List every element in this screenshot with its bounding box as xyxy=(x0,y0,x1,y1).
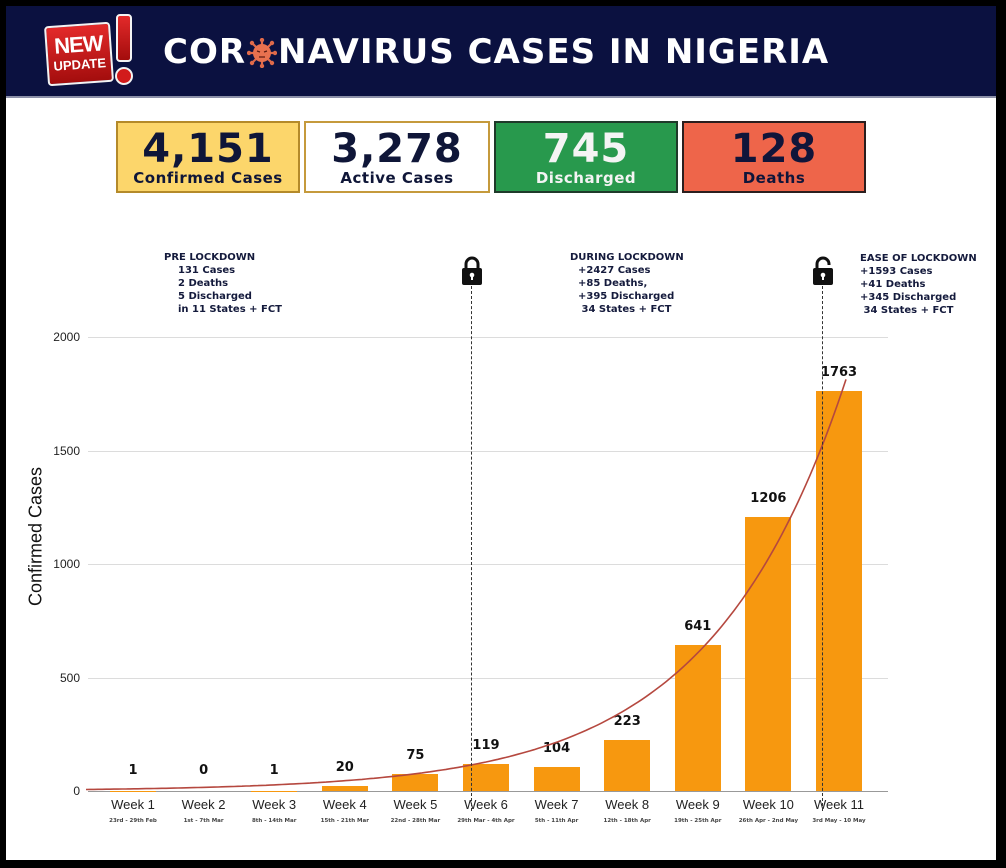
bar xyxy=(674,645,721,791)
bar xyxy=(321,786,368,791)
note-line: +1593 Cases xyxy=(860,266,933,277)
pre-lockdown-note: PRE LOCKDOWN 131 Cases 2 Deaths 5 Discha… xyxy=(164,251,282,316)
bar-value-label: 641 xyxy=(684,619,712,635)
stat-label: Discharged xyxy=(535,168,637,187)
x-tick-label: Week 8 xyxy=(605,797,650,812)
y-tick-label: 500 xyxy=(59,670,80,685)
date-range-label: 26th Apr - 2nd May xyxy=(738,818,799,824)
ease-lockdown-note: EASE OF LOCKDOWN +1593 Cases +41 Deaths … xyxy=(860,252,977,317)
bar-value-label: 0 xyxy=(199,763,209,778)
x-tick-label: Week 6 xyxy=(464,797,508,812)
bar-value-label: 223 xyxy=(613,714,641,730)
y-tick-label: 1500 xyxy=(53,443,80,458)
x-tick-label: Week 7 xyxy=(534,797,579,812)
note-line: 34 States + FCT xyxy=(578,304,672,315)
date-range-label: 19th - 25th Apr xyxy=(674,818,722,824)
stat-discharged: 745 Discharged xyxy=(494,121,678,193)
gridline xyxy=(88,337,888,338)
stat-value: 4,151 xyxy=(142,125,274,172)
bar-value-label: 75 xyxy=(406,747,425,763)
bar-value-label: 1 xyxy=(269,763,279,778)
note-line: 2 Deaths xyxy=(178,278,229,289)
x-tick-label: Week 5 xyxy=(393,797,438,812)
bar-value-label: 119 xyxy=(472,737,500,753)
date-range-label: 12th - 18th Apr xyxy=(603,818,651,824)
stat-active: 3,278 Active Cases xyxy=(304,121,490,193)
bar-value-label: 1 xyxy=(128,763,138,778)
bar-value-label: 1763 xyxy=(820,364,858,380)
date-range-label: 8th - 14th Mar xyxy=(251,818,297,824)
note-line: 5 Discharged xyxy=(178,291,252,302)
during-lockdown-title: DURING LOCKDOWN xyxy=(570,252,684,263)
x-tick-label: Week 3 xyxy=(252,797,297,812)
date-range-label: 3rd May - 10 May xyxy=(812,818,866,824)
bar-chart: Confirmed Cases 0 500 1000 1500 2000 1 Week 1… xyxy=(6,6,996,860)
lock-open-icon xyxy=(812,256,834,286)
date-range-label: 23rd - 29th Feb xyxy=(109,818,157,824)
gridline xyxy=(88,564,888,565)
note-line: +41 Deaths xyxy=(860,279,926,290)
title-part1: COR xyxy=(163,32,247,72)
y-tick-label: 0 xyxy=(73,784,80,798)
stat-value: 128 xyxy=(730,125,818,172)
trendline xyxy=(85,379,847,791)
date-range-label: 1st - 7th Mar xyxy=(183,818,224,824)
bar-value-label: 1206 xyxy=(750,491,787,507)
x-tick-label: Week 1 xyxy=(111,797,155,812)
note-line: +395 Discharged xyxy=(578,291,675,302)
date-range-label: 5th - 11th Apr xyxy=(534,818,579,824)
note-line: in 11 States + FCT xyxy=(178,304,283,315)
lockdown-ease-marker xyxy=(822,286,823,811)
ease-lockdown-title: EASE OF LOCKDOWN xyxy=(860,253,977,264)
y-tick-label: 2000 xyxy=(53,330,80,344)
note-line: +345 Discharged xyxy=(860,292,957,303)
stat-label: Confirmed Cases xyxy=(133,168,283,187)
exclamation-icon xyxy=(114,14,134,90)
lock-closed-icon xyxy=(461,256,483,286)
infographic: NEW UPDATE COR xyxy=(6,6,996,860)
note-line: 131 Cases xyxy=(178,265,236,276)
note-line: +2427 Cases xyxy=(578,265,651,276)
bar xyxy=(463,763,509,791)
new-update-badge: NEW UPDATE xyxy=(43,14,136,90)
date-range-label: 22nd - 28th Mar xyxy=(390,818,441,824)
bar-value-label: 20 xyxy=(335,760,354,776)
stat-value: 745 xyxy=(542,125,630,172)
x-tick-label: Week 2 xyxy=(181,797,226,812)
note-line: +85 Deaths, xyxy=(578,278,648,289)
date-range-label: 15th - 21th Mar xyxy=(320,818,369,824)
stat-label: Active Cases xyxy=(340,168,454,187)
bar xyxy=(604,740,651,791)
bar xyxy=(745,517,792,791)
header-banner: NEW UPDATE COR xyxy=(6,6,996,98)
stat-confirmed: 4,151 Confirmed Cases xyxy=(116,121,300,193)
title-part2: NAVIRUS CASES IN NIGERIA xyxy=(278,32,830,72)
virus-icon xyxy=(246,37,278,69)
bar xyxy=(816,390,862,791)
page-title: COR NAVIRUS CASES IN NIGERIA xyxy=(163,32,829,72)
x-tick-label: Week 10 xyxy=(742,797,794,812)
stat-deaths: 128 Deaths xyxy=(682,121,866,193)
date-range-label: 29th Mar - 4th Apr xyxy=(457,818,515,824)
lockdown-start-marker xyxy=(471,286,472,811)
gridline xyxy=(88,791,888,792)
x-tick-label: Week 9 xyxy=(675,797,720,812)
bar xyxy=(533,767,580,791)
y-tick-label: 1000 xyxy=(53,557,80,571)
gridline xyxy=(88,677,888,679)
pre-lockdown-title: PRE LOCKDOWN xyxy=(164,252,256,263)
stat-value: 3,278 xyxy=(331,125,463,172)
stats-row: 4,151 Confirmed Cases 3,278 Active Cases… xyxy=(116,121,866,193)
x-tick-label: Week 11 xyxy=(813,797,865,812)
gridline xyxy=(88,450,888,452)
stat-label: Deaths xyxy=(742,168,806,187)
note-line: 34 States + FCT xyxy=(860,305,954,316)
during-lockdown-note: DURING LOCKDOWN +2427 Cases +85 Deaths, … xyxy=(570,251,684,316)
bar xyxy=(392,773,439,791)
x-tick-label: Week 4 xyxy=(322,797,367,812)
